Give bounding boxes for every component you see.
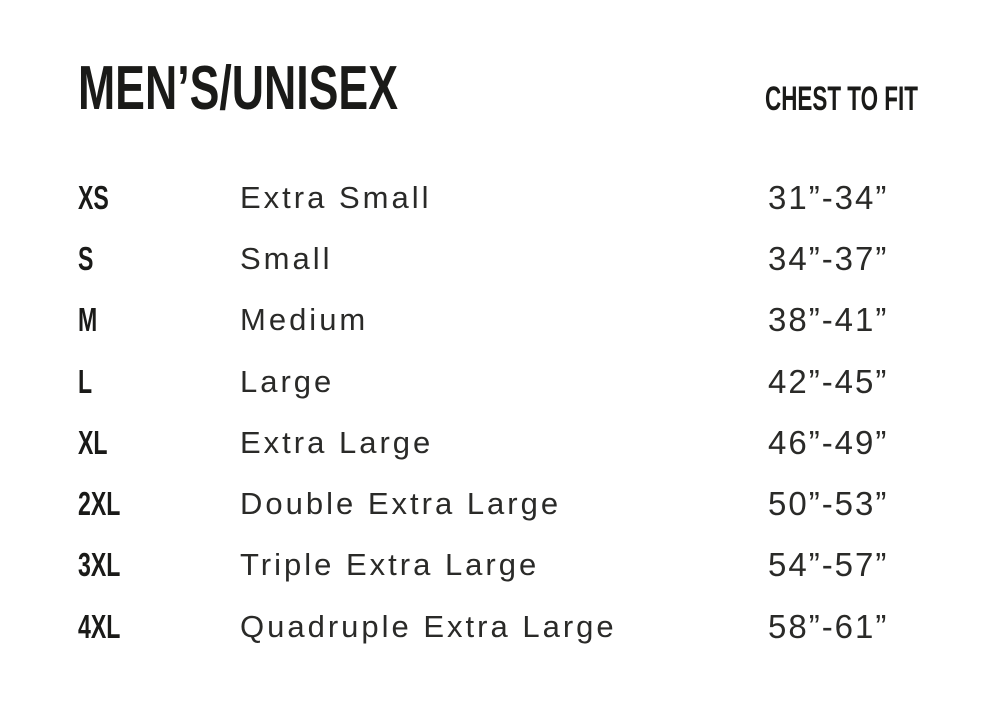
- table-row: S Small 34”-37”: [78, 228, 1000, 289]
- chest-range: 50”-53”: [768, 485, 889, 523]
- table-row: 4XL Quadruple Extra Large 58”-61”: [78, 596, 1000, 657]
- chest-range: 34”-37”: [768, 239, 889, 277]
- size-name: Double Extra Large: [240, 486, 562, 522]
- size-name: Quadruple Extra Large: [240, 608, 617, 644]
- chest-range: 46”-49”: [768, 423, 889, 461]
- chest-to-fit-column-header: CHEST TO FIT: [765, 80, 918, 118]
- size-code: L: [78, 362, 93, 400]
- size-code: XS: [78, 178, 109, 216]
- chest-range: 31”-34”: [768, 178, 889, 216]
- size-code: XL: [78, 423, 108, 461]
- size-name: Small: [240, 240, 333, 276]
- page-title: MEN’S/UNISEX: [78, 54, 398, 123]
- table-row: XL Extra Large 46”-49”: [78, 412, 1000, 473]
- size-code: 4XL: [78, 607, 121, 645]
- table-row: 2XL Double Extra Large 50”-53”: [78, 473, 1000, 534]
- table-row: 3XL Triple Extra Large 54”-57”: [78, 535, 1000, 596]
- size-table: XS Extra Small 31”-34” S Small 34”-37” M…: [78, 167, 1000, 657]
- size-name: Large: [240, 363, 335, 399]
- size-code: S: [78, 239, 94, 277]
- size-name: Extra Small: [240, 179, 432, 215]
- chest-range: 54”-57”: [768, 546, 889, 584]
- table-row: XS Extra Small 31”-34”: [78, 167, 1000, 228]
- size-code: 2XL: [78, 485, 121, 523]
- chest-range: 58”-61”: [768, 607, 889, 645]
- size-name: Extra Large: [240, 424, 434, 460]
- table-row: L Large 42”-45”: [78, 351, 1000, 412]
- table-row: M Medium 38”-41”: [78, 290, 1000, 351]
- size-code: M: [78, 301, 98, 339]
- size-code: 3XL: [78, 546, 121, 584]
- size-name: Triple Extra Large: [240, 547, 540, 583]
- size-name: Medium: [240, 302, 369, 338]
- chest-range: 42”-45”: [768, 362, 889, 400]
- chest-range: 38”-41”: [768, 301, 889, 339]
